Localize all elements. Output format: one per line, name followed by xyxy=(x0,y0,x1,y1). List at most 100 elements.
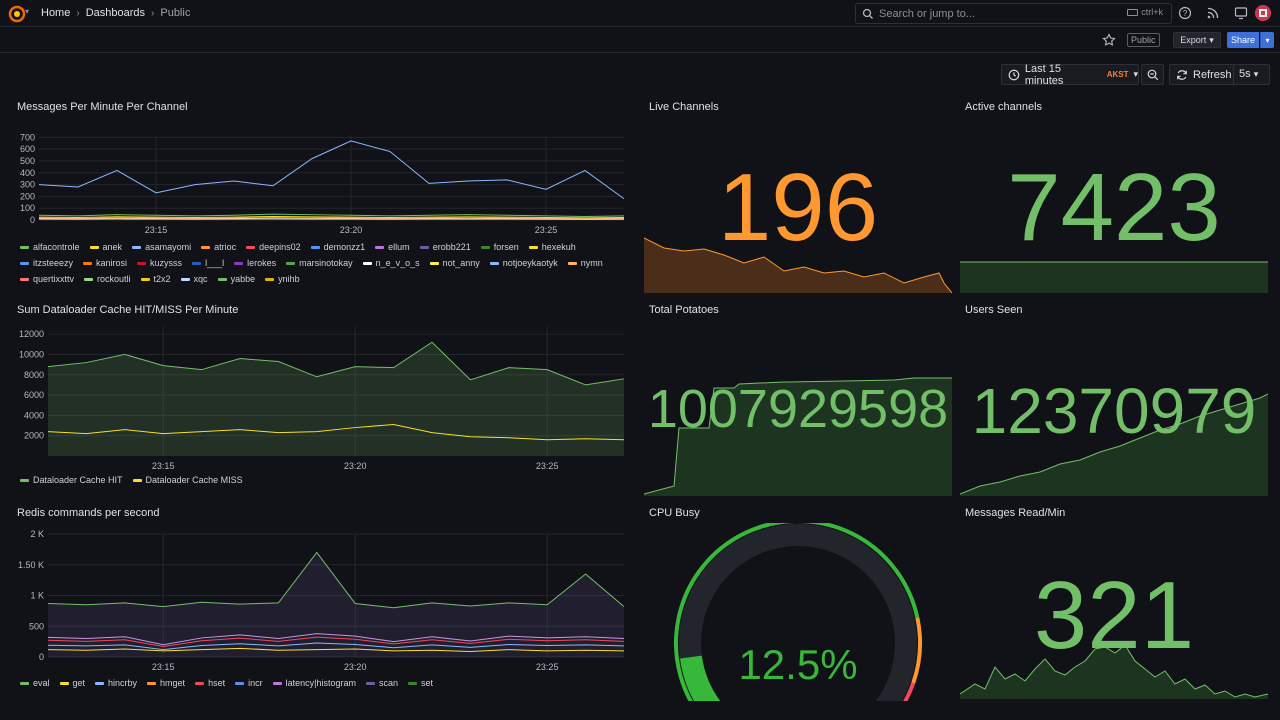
panel-messages-per-minute[interactable]: Messages Per Minute Per Channel 700 600 50… xyxy=(12,95,632,295)
legend-item[interactable]: ellum xyxy=(375,241,410,253)
legend-item[interactable]: erobb221 xyxy=(419,241,471,253)
legend-item[interactable]: kuzysss xyxy=(137,257,182,269)
legend-label: alfacontrole xyxy=(33,242,80,252)
legend-item[interactable]: Dataloader Cache MISS xyxy=(132,474,243,486)
x-axis: 23:15 23:20 23:25 xyxy=(152,326,558,471)
legend-swatch xyxy=(480,245,490,249)
legend-item[interactable]: latency|histogram xyxy=(272,677,356,689)
y-tick-label: 8000 xyxy=(24,370,44,380)
y-axis: 12000 10000 8000 6000 4000 2000 xyxy=(19,329,624,441)
grafana-logo-icon[interactable] xyxy=(8,5,26,23)
legend-swatch xyxy=(201,245,211,249)
series-line xyxy=(38,217,625,220)
zoom-out-button[interactable] xyxy=(1141,64,1164,85)
legend-label: ellum xyxy=(388,242,410,252)
legend-label: ynihb xyxy=(278,274,300,284)
legend-item[interactable]: yabbe xyxy=(217,273,255,285)
legend-item[interactable]: eval xyxy=(20,677,50,689)
search-input[interactable]: Search or jump to... ctrl+k xyxy=(855,3,1172,24)
gauge-threshold-red xyxy=(902,682,916,701)
legend-item[interactable]: quertixxttv xyxy=(20,273,74,285)
sparkline xyxy=(644,377,952,496)
panel-messages-read[interactable]: Messages Read/Min 321 xyxy=(960,501,1268,701)
panel-dataloader-cache[interactable]: Sum Dataloader Cache HIT/MISS Per Minute… xyxy=(12,298,632,498)
legend-label: lerokes xyxy=(247,258,277,268)
legend-item[interactable]: t2x2 xyxy=(140,273,171,285)
share-button[interactable]: Share xyxy=(1227,32,1259,48)
breadcrumb-home[interactable]: Home xyxy=(41,7,71,19)
panel-title: Sum Dataloader Cache HIT/MISS Per Minute xyxy=(17,304,239,316)
legend-item[interactable]: atrioc xyxy=(201,241,236,253)
legend-item[interactable]: set xyxy=(407,677,433,689)
x-tick-label: 23:20 xyxy=(340,225,363,235)
share-menu-button[interactable]: ▾ xyxy=(1260,32,1274,48)
refresh-interval-picker[interactable]: 5s ▾ xyxy=(1239,68,1258,80)
help-icon[interactable]: ? xyxy=(1178,6,1192,20)
panel-total-potatoes[interactable]: Total Potatoes 1007929598 xyxy=(644,298,952,498)
legend-item[interactable]: forsen xyxy=(480,241,519,253)
legend-item[interactable]: marsinotokay xyxy=(286,257,353,269)
legend-item[interactable]: get xyxy=(59,677,85,689)
y-tick-label: 300 xyxy=(20,180,35,190)
panel-users-seen[interactable]: Users Seen 12370979 xyxy=(960,298,1268,498)
series-line xyxy=(38,213,625,217)
chevron-down-icon[interactable]: ▾ xyxy=(25,7,30,16)
legend-item[interactable]: ynihb xyxy=(265,273,300,285)
legend-item[interactable]: not_anny xyxy=(429,257,480,269)
y-tick-label: 10000 xyxy=(19,349,44,359)
shortcut-label: ctrl+k xyxy=(1141,7,1163,17)
x-tick-label: 23:20 xyxy=(344,461,367,471)
legend-item[interactable]: l___l xyxy=(192,257,224,269)
panel-live-channels[interactable]: Live Channels 196 xyxy=(644,95,952,295)
star-icon[interactable] xyxy=(1102,33,1116,47)
legend-swatch xyxy=(192,261,202,265)
legend-item[interactable]: kanirosi xyxy=(83,257,127,269)
legend-label: nymn xyxy=(580,258,603,268)
time-range-picker[interactable]: Last 15 minutes AKST ▾ xyxy=(1001,63,1139,87)
refresh-button[interactable]: Refresh 5s ▾ xyxy=(1169,64,1270,85)
panel-active-channels[interactable]: Active channels 7423 xyxy=(960,95,1268,295)
legend-label: Dataloader Cache MISS xyxy=(145,475,243,485)
panel-cpu-busy[interactable]: CPU Busy 12.5% xyxy=(644,501,952,701)
legend-item[interactable]: hset xyxy=(195,677,225,689)
legend-swatch xyxy=(147,681,157,685)
legend-label: xqc xyxy=(193,274,208,284)
keyboard-shortcut: ctrl+k xyxy=(1127,7,1163,17)
legend-item[interactable]: demonzz1 xyxy=(310,241,365,253)
legend-item[interactable]: rockoutli xyxy=(84,273,131,285)
dashboard-toolbar xyxy=(0,27,1280,53)
legend-label: deepins02 xyxy=(259,242,301,252)
legend-item[interactable]: deepins02 xyxy=(246,241,301,253)
breadcrumb-dashboards[interactable]: Dashboards xyxy=(85,7,146,19)
legend-swatch xyxy=(83,261,93,265)
legend-item[interactable]: scan xyxy=(365,677,398,689)
legend-swatch xyxy=(217,277,227,281)
legend-item[interactable]: asamayomi xyxy=(132,241,191,253)
legend-item[interactable]: nymn xyxy=(567,257,603,269)
legend-item[interactable]: hmget xyxy=(147,677,185,689)
y-tick-label: 1 K xyxy=(30,591,44,601)
panel-redis-commands[interactable]: Redis commands per second 2 K 1.50 K 1 K 50… xyxy=(12,501,632,701)
y-axis: 2 K 1.50 K 1 K 500 0 xyxy=(18,529,624,662)
legend-item[interactable]: hexekuh xyxy=(528,241,576,253)
chart-legend: eval get hincrby hmget hset incr latency|histo… xyxy=(20,677,620,689)
legend-item[interactable]: anek xyxy=(89,241,122,253)
legend-item[interactable]: Dataloader Cache HIT xyxy=(20,474,123,486)
x-tick-label: 23:15 xyxy=(145,225,168,235)
export-button[interactable]: Export ▾ xyxy=(1173,32,1221,48)
legend-label: kanirosi xyxy=(96,258,128,268)
legend-item[interactable]: notjoeykaotyk xyxy=(489,257,558,269)
user-avatar[interactable] xyxy=(1255,5,1271,21)
legend-item[interactable]: lerokes xyxy=(234,257,276,269)
legend-swatch xyxy=(20,245,29,249)
legend-item[interactable]: n_e_v_o_s xyxy=(362,257,420,269)
legend-item[interactable]: alfacontrole xyxy=(20,241,80,253)
legend-swatch xyxy=(137,261,147,265)
rss-icon[interactable] xyxy=(1206,6,1220,20)
legend-item[interactable]: hincrby xyxy=(95,677,137,689)
legend-item[interactable]: itzsteeezy xyxy=(20,257,73,269)
legend-item[interactable]: incr xyxy=(235,677,263,689)
panel-title: Active channels xyxy=(965,101,1043,113)
legend-item[interactable]: xqc xyxy=(180,273,208,285)
monitor-icon[interactable] xyxy=(1234,6,1248,20)
